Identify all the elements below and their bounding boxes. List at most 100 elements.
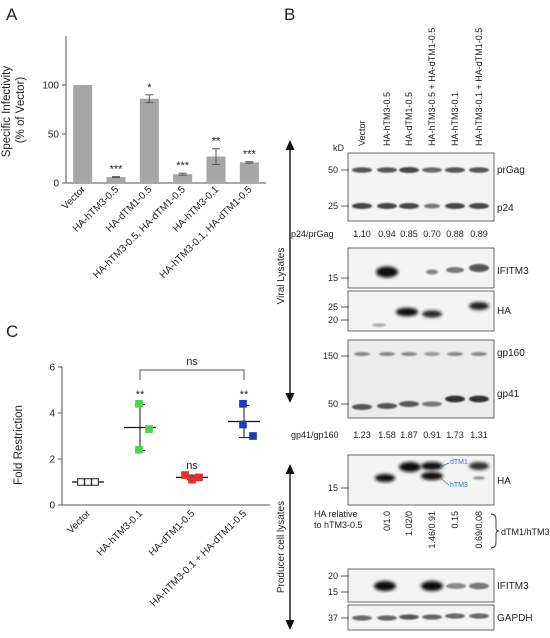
y-axis-label: Fold Restriction [13, 405, 25, 485]
ifitm3-viral-marker: 15 [328, 273, 338, 283]
data-point [239, 420, 247, 429]
data-point [91, 478, 99, 486]
panel-c-letter: C [6, 322, 18, 341]
ifitm3-producer-bands [374, 581, 489, 591]
prgag-label: prGag [497, 165, 525, 176]
ha-viral-bands [372, 302, 489, 327]
p24-label: p24 [497, 203, 514, 214]
bar [73, 85, 93, 183]
lane-labels: Vector HA-hTM3-0.5 HA-dTM1-0.5 HA-hTM3-0.5 … [357, 28, 484, 146]
p24-ratio-label: p24/prGag [291, 229, 334, 239]
gp41-marker: 50 [328, 399, 338, 409]
x-tick-label: Vector [60, 184, 88, 212]
blot-gapdh-panel [347, 604, 495, 631]
x-tick-label: HA-dTM1-0.5 [147, 508, 198, 559]
ifitm3-producer-marker-20: 20 [328, 571, 338, 581]
bar [139, 98, 159, 183]
lane-label: HA-hTM3-0.1 [450, 92, 460, 146]
data-point [135, 399, 143, 408]
ha-relative-label-2: to hTM3-0.5 [314, 520, 363, 530]
htm3-tag: hTM3 [450, 482, 468, 489]
ha-relative-value: 1.02/0 [404, 511, 414, 536]
ha-viral-marker-20: 20 [328, 315, 338, 325]
gp-ratio-value: 0.91 [423, 430, 441, 440]
data-point [195, 473, 203, 482]
ifitm3-viral-label: IFITM3 [497, 266, 529, 277]
y-tick-label: 4 [49, 409, 55, 420]
y-tick-label: 6 [49, 363, 55, 374]
p24-ratio-value: 0.89 [470, 229, 488, 239]
scatter-chart: Fold Restriction 0 2 4 6 Vector ** HA-hTM3-0.1… [13, 356, 270, 609]
lane-label: HA-hTM3-0.5 + HA-dTM1-0.5 [427, 28, 437, 146]
p24-ratio-value: 1.10 [353, 229, 371, 239]
env-bands [352, 352, 489, 410]
x-tick-label: Vector [65, 508, 93, 536]
bar-chart: Specific Infectivity (% of Vector) 0 50 10… [1, 36, 266, 281]
p24-ratio-value: 0.70 [423, 229, 441, 239]
blot-ha-viral-panel [347, 290, 495, 332]
blot-ha-producer-panel [347, 454, 495, 506]
viral-lysates-label: Viral Lysates [276, 248, 287, 305]
gag-bands [352, 167, 489, 209]
ha-relative-value: 0.69/0.08 [474, 511, 484, 549]
x-tick-label: HA-hTM3-0.1 [95, 508, 146, 559]
ha-relative-value: 0.15 [450, 511, 460, 529]
data-point [84, 478, 92, 486]
gp-ratio-value: 1.58 [378, 430, 396, 440]
blot-env-panel [347, 339, 495, 419]
y-tick-label: 2 [49, 455, 55, 466]
ifitm3-viral-bands [376, 264, 489, 278]
significance-label: * [147, 82, 152, 94]
lane-label: HA-dTM1-0.5 [404, 92, 414, 146]
significance-label: *** [176, 160, 190, 172]
gp-ratio-value: 1.87 [400, 430, 418, 440]
ha-producer-bands [375, 462, 489, 482]
y-axis-label-line-1: Specific Infectivity [1, 66, 13, 158]
dtm-ratio-brace [490, 513, 500, 549]
ha-viral-marker-25: 25 [328, 302, 338, 312]
gapdh-bands [352, 613, 489, 621]
bar [106, 177, 126, 183]
significance-label: *** [243, 149, 257, 161]
gp-ratio-value: 1.73 [446, 430, 464, 440]
viral-lysates-arrow: Viral Lysates [276, 140, 295, 403]
gp160-label: gp160 [497, 348, 525, 359]
significance-label: *** [110, 164, 124, 176]
p24-ratio-value: 0.94 [378, 229, 396, 239]
data-point [249, 432, 257, 440]
bar [173, 174, 193, 183]
dtm-ratio-label: dTM1/hTM3 [501, 527, 550, 537]
lane-label: HA-hTM3-0.1 + HA-dTM1-0.5 [474, 28, 484, 146]
gp-ratios: 1.23 1.58 1.87 0.91 1.73 1.31 [353, 430, 488, 440]
western-blot: Vector HA-hTM3-0.5 HA-dTM1-0.5 HA-hTM3-0.5 … [276, 28, 550, 631]
y-tick-label: 0 [49, 501, 55, 512]
comparison-bracket [139, 369, 245, 380]
y-tick-label: 100 [42, 81, 59, 92]
gapdh-marker: 37 [328, 613, 338, 623]
prgag-marker: 50 [328, 165, 338, 175]
ha-viral-label: HA [497, 306, 511, 317]
gp41-label: gp41 [497, 389, 520, 400]
significance-label: ns [186, 460, 198, 472]
ha-relative-value: 1.46/0.91 [427, 511, 437, 549]
gp-ratio-label: gp41/gp160 [291, 430, 339, 440]
p24-ratios: 1.10 0.94 0.85 0.70 0.88 0.89 [353, 229, 488, 239]
producer-lysates-arrow: Producer cell lysates [276, 464, 295, 630]
blot-gag-panel [347, 152, 495, 222]
data-point [239, 399, 247, 408]
lane-label: HA-hTM3-0.5 [382, 92, 392, 146]
data-point [181, 471, 189, 479]
data-point [135, 445, 143, 454]
gp-ratio-value: 1.23 [353, 430, 371, 440]
significance-label: ** [240, 389, 249, 401]
y-axis-label: Specific Infectivity (% of Vector) [1, 63, 27, 158]
y-tick-label: 0 [53, 179, 59, 190]
significance-label: ** [212, 136, 221, 148]
x-tick-label: HA-hTM3-0.1 + HA-dTM1-0.5 [148, 508, 249, 609]
dtm1-tag: dTM1 [450, 459, 468, 466]
y-axis-label-line-2: (% of Vector) [15, 77, 27, 144]
kd-label: kD [333, 143, 345, 153]
y-tick-label: 50 [48, 130, 60, 141]
gp-ratio-value: 1.31 [470, 430, 488, 440]
